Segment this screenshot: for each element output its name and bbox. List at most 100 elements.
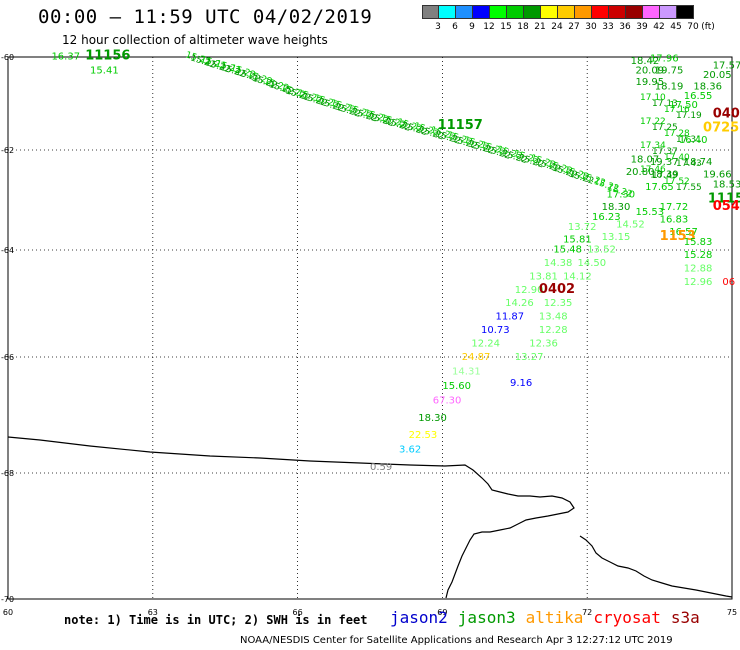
wave-height-label: 10.73 [481, 325, 510, 336]
wave-height-label: 15.53 [635, 207, 664, 218]
wave-height-label: 16.23 [592, 212, 621, 223]
legend-swatch [643, 5, 660, 19]
lon-tick-label: 72 [582, 608, 592, 617]
track-smudge: 17.22 [640, 117, 666, 127]
color-legend-bar [422, 5, 694, 19]
wave-height-label: 18.36 [693, 82, 722, 93]
wave-height-label: 06 [722, 277, 735, 288]
wave-height-label: 3.62 [399, 445, 421, 456]
pass-time-label: 11156 [85, 48, 130, 63]
wave-height-label: 20.09 [635, 65, 664, 76]
wave-height-label: 16.55 [684, 91, 713, 102]
legend-tick-label: 42 [653, 22, 665, 32]
footer-credit: NOAA/NESDIS Center for Satellite Applica… [240, 635, 673, 646]
wave-height-label: 12.96 [684, 277, 713, 288]
satellite-s3a: s3a [670, 608, 700, 627]
legend-tick-label: 70 [687, 22, 699, 32]
legend-swatch [575, 5, 592, 19]
wave-height-label: 19.95 [635, 77, 664, 88]
legend-swatch [473, 5, 490, 19]
lon-tick-label: 60 [3, 608, 13, 617]
wave-height-label: 20.80 [626, 167, 655, 178]
legend-swatch [660, 5, 677, 19]
wave-height-label: 15.81 [563, 235, 592, 246]
wave-height-label: 18.07 [631, 155, 660, 166]
wave-height-label: 18.74 [684, 157, 713, 168]
satellite-jason3: jason3 [457, 608, 516, 627]
lon-tick-label: 69 [437, 608, 447, 617]
wave-height-label: 15.48 [553, 245, 582, 256]
wave-height-label: 14.31 [452, 366, 481, 377]
satellite-altika: altika [525, 608, 584, 627]
wave-height-label: 15.83 [684, 237, 713, 248]
wave-height-label: 14.12 [563, 271, 592, 282]
track-smudge: 17.49 [652, 171, 678, 181]
wave-height-label: 17.30 [607, 190, 636, 201]
satellite-jason2: jason2 [390, 608, 448, 627]
axis-tick-labels: 60 63 66 69 72 75 -60 -62 -64 -66 -68 -70 [1, 53, 737, 617]
legend-tick-label: 18 [517, 22, 529, 32]
wave-height-label: 17.57 [713, 61, 740, 72]
wave-height-label: 16.83 [660, 215, 689, 226]
wave-height-label: 19.37 [650, 157, 679, 168]
wave-height-label: 16.40 [679, 135, 708, 146]
coastline-path [579, 535, 733, 598]
wave-height-label: 17.50 [669, 100, 698, 111]
wave-height-label: 67.30 [433, 395, 462, 406]
wave-height-label: 19.75 [655, 65, 684, 76]
wave-height-label: 11.87 [495, 312, 524, 323]
legend-tick-label: 27 [568, 22, 580, 32]
wave-height-label: 12.88 [684, 263, 713, 274]
track-smudge: 17.43 [676, 159, 702, 169]
lat-tick-label: -66 [1, 353, 14, 362]
lon-tick-label: 66 [293, 608, 303, 617]
track-smudge: 17.25 [652, 123, 678, 133]
lat-tick-label: -70 [1, 595, 14, 604]
wave-height-label: 14.26 [505, 298, 534, 309]
wave-height-label: 15.41 [90, 65, 119, 76]
track-smudge: 17.10 [640, 93, 666, 103]
pass-time-label: 0543 [713, 199, 740, 214]
legend-tick-label: 12 [483, 22, 495, 32]
legend-tick-label: 6 [452, 22, 458, 32]
wave-height-label: 0.59 [370, 462, 392, 473]
wave-height-label: 15.60 [442, 381, 471, 392]
track-smudge: 17.37 [652, 147, 678, 157]
wave-height-label: 18.19 [655, 82, 684, 93]
legend-swatch [592, 5, 609, 19]
legend-tick-label: 36 [619, 22, 631, 32]
pass-time-label: 11157 [438, 118, 483, 133]
track-smudge: 17.34 [640, 141, 666, 151]
wave-height-label: 18.53 [713, 180, 740, 191]
legend-unit-label: (ft) [701, 22, 715, 32]
wave-height-label: 9.16 [510, 378, 532, 389]
legend-tick-label: 9 [469, 22, 475, 32]
legend-tick-label: 3 [435, 22, 441, 32]
wave-height-label: 18.30 [602, 202, 631, 213]
lon-tick-label: 75 [727, 608, 737, 617]
wave-height-label: 14.52 [616, 220, 645, 231]
map-grid [8, 57, 732, 599]
wave-height-label: 14.50 [578, 258, 607, 269]
wave-height-label: 13.81 [529, 271, 558, 282]
map-frame [7, 56, 733, 600]
wave-height-label: 13.52 [587, 245, 616, 256]
legend-swatch [541, 5, 558, 19]
coastline [7, 436, 733, 599]
pass-time-label: 0402 [539, 282, 575, 297]
legend-tick-label: 15 [500, 22, 512, 32]
legend-swatch [456, 5, 473, 19]
legend-swatch [558, 5, 575, 19]
map-title: 00:00 — 11:59 UTC 04/02/2019 [38, 6, 373, 28]
track-smudge: 17.16 [664, 105, 690, 115]
wave-height-label: 17.96 [650, 54, 679, 65]
track-smudge: 17.28 [664, 129, 690, 139]
pass-time-label: 0401 [713, 106, 740, 121]
lat-tick-label: -60 [1, 53, 14, 62]
wave-height-label: 17.72 [660, 202, 689, 213]
wave-height-label: 12.35 [544, 298, 573, 309]
legend-swatch [439, 5, 456, 19]
track-smudge: 17.46 [640, 165, 666, 175]
track-smudge: 17.13 [652, 99, 678, 109]
